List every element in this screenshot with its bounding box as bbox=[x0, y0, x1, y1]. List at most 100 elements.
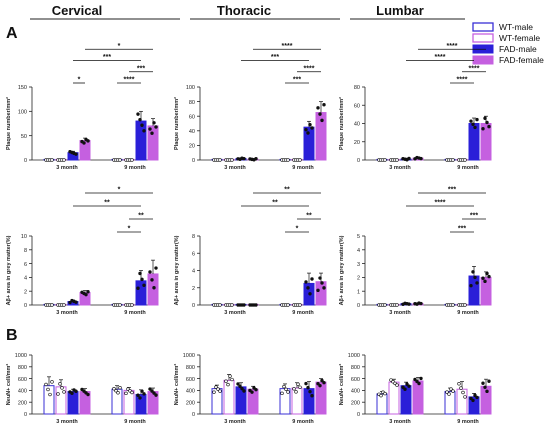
data-point bbox=[407, 384, 411, 388]
data-point bbox=[50, 158, 54, 162]
data-point bbox=[487, 379, 491, 383]
data-point bbox=[483, 116, 487, 120]
data-point bbox=[294, 390, 298, 394]
data-point bbox=[463, 158, 467, 162]
y-tick-label: 150 bbox=[18, 85, 27, 91]
legend-swatch-wt-male bbox=[472, 22, 494, 32]
data-point bbox=[457, 382, 461, 386]
y-tick-label: 200 bbox=[186, 400, 195, 406]
data-point bbox=[254, 387, 258, 392]
data-point bbox=[383, 391, 387, 396]
data-point bbox=[62, 303, 66, 307]
data-point bbox=[230, 158, 234, 162]
y-tick-label: 2 bbox=[24, 289, 27, 295]
data-point bbox=[485, 389, 489, 394]
data-point bbox=[320, 378, 324, 383]
x-category-label: 9 month bbox=[292, 310, 314, 316]
data-point bbox=[445, 390, 449, 394]
data-point bbox=[403, 387, 407, 391]
y-tick-label: 40 bbox=[189, 129, 195, 135]
significance-label: **** bbox=[447, 43, 458, 50]
significance-label: ** bbox=[272, 200, 278, 207]
y-tick-label: 80 bbox=[189, 100, 195, 106]
data-point bbox=[148, 270, 152, 274]
data-point bbox=[316, 288, 320, 293]
data-point bbox=[405, 382, 409, 386]
x-category-label: 9 month bbox=[457, 419, 479, 425]
data-point bbox=[483, 279, 487, 284]
significance-label: *** bbox=[293, 77, 301, 84]
data-point bbox=[417, 381, 421, 386]
y-axis-label: NeuN+ cell/mm² bbox=[5, 364, 12, 406]
x-category-label: 3 month bbox=[56, 165, 78, 171]
data-point bbox=[130, 158, 134, 162]
data-point bbox=[138, 271, 142, 276]
data-point bbox=[136, 112, 140, 116]
data-point bbox=[136, 286, 140, 290]
y-tick-label: 400 bbox=[186, 389, 195, 395]
data-point bbox=[84, 292, 88, 297]
significance-label: * bbox=[118, 43, 121, 50]
x-category-label: 9 month bbox=[292, 419, 314, 425]
data-point bbox=[447, 392, 451, 396]
chart-plaque-cervical: 0 50 100 150 Plaque number/mm² 3 month 9 month… bbox=[5, 43, 159, 171]
data-point bbox=[152, 286, 156, 290]
data-point bbox=[320, 118, 324, 123]
bar-fad-male bbox=[135, 120, 147, 161]
legend-label-wt-female: WT-female bbox=[499, 33, 540, 43]
data-point bbox=[316, 106, 320, 110]
data-point bbox=[304, 381, 308, 386]
data-point bbox=[48, 392, 52, 397]
y-axis-label: Plaque number/mm² bbox=[173, 97, 180, 150]
column-title-thoracic-group: Thoracic bbox=[190, 3, 340, 20]
data-point bbox=[413, 377, 417, 382]
significance-label: **** bbox=[469, 65, 480, 72]
x-category-label: 9 month bbox=[124, 165, 146, 171]
data-point bbox=[138, 396, 142, 400]
data-point bbox=[286, 390, 290, 394]
legend-swatch-fad-female bbox=[472, 55, 494, 65]
x-category-label: 3 month bbox=[56, 419, 78, 425]
x-category-label: 9 month bbox=[124, 310, 146, 316]
data-point bbox=[118, 303, 122, 307]
data-point bbox=[306, 286, 310, 290]
data-point bbox=[112, 387, 116, 391]
data-point bbox=[383, 158, 387, 162]
data-point bbox=[150, 131, 154, 135]
significance-label: **** bbox=[435, 54, 446, 61]
data-point bbox=[487, 274, 491, 279]
y-tick-label: 0 bbox=[357, 303, 360, 309]
data-point bbox=[62, 390, 66, 394]
y-tick-label: 60 bbox=[354, 103, 360, 109]
significance-label: **** bbox=[282, 43, 293, 50]
data-point bbox=[124, 391, 128, 396]
data-point bbox=[154, 125, 158, 129]
data-point bbox=[236, 382, 240, 386]
chart-abeta-cervical: 0 2 4 6 8 10 Aβ+ area in grey matter(%) 3 month… bbox=[6, 187, 159, 316]
data-point bbox=[282, 384, 286, 389]
legend: WT-male WT-female FAD-male FAD-female bbox=[472, 22, 544, 65]
data-point bbox=[226, 382, 230, 387]
data-point bbox=[395, 383, 399, 387]
data-point bbox=[140, 389, 144, 393]
data-point bbox=[242, 303, 246, 307]
data-point bbox=[298, 158, 302, 162]
y-tick-label: 50 bbox=[21, 134, 27, 140]
data-point bbox=[286, 303, 290, 307]
data-point bbox=[224, 379, 228, 383]
data-point bbox=[296, 382, 300, 386]
data-point bbox=[461, 390, 465, 395]
bar-fad-female bbox=[147, 125, 159, 161]
y-tick-label: 0 bbox=[24, 303, 27, 309]
significance-label: *** bbox=[137, 65, 145, 72]
significance-label: *** bbox=[271, 54, 279, 61]
data-point bbox=[50, 380, 54, 384]
data-point bbox=[218, 389, 222, 393]
y-tick-label: 1000 bbox=[183, 353, 195, 359]
data-point bbox=[74, 152, 78, 156]
data-point bbox=[483, 385, 487, 389]
